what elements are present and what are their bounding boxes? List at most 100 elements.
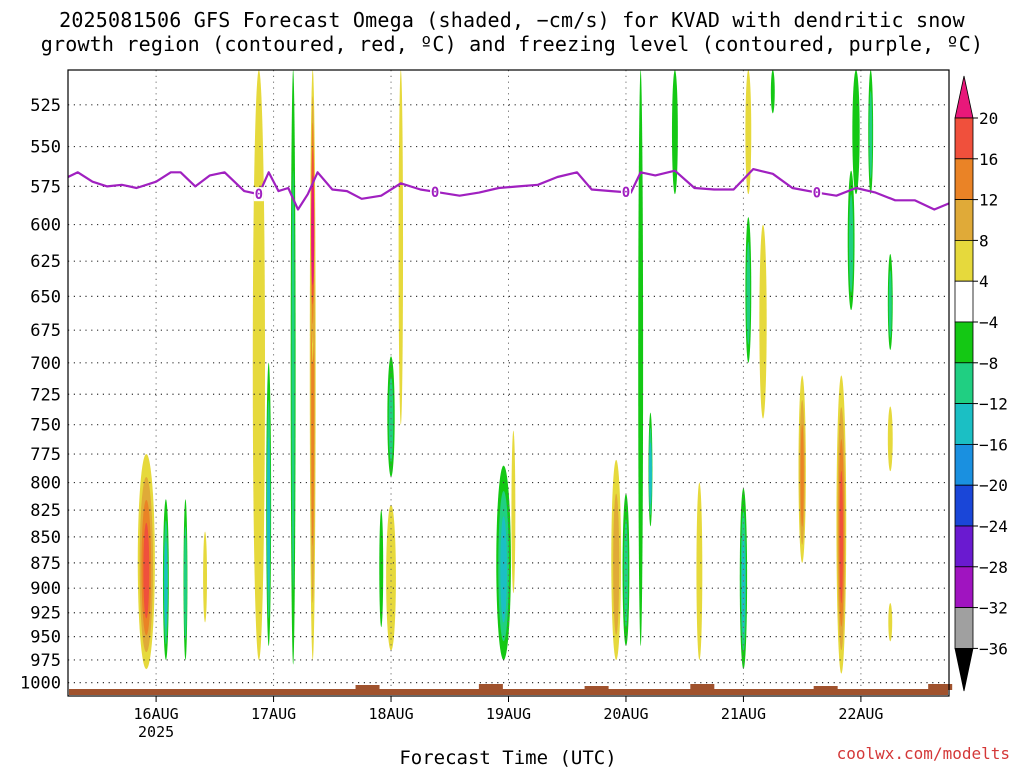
y-tick-label: 1000 [20, 674, 61, 694]
omega-cell [638, 70, 644, 647]
terrain-bump [813, 686, 838, 690]
omega-cell [671, 70, 678, 195]
y-tick-label: 925 [30, 604, 61, 624]
y-axis: 525 550 575 600 625 650 675 700 725 750 775 800 825 8… [20, 96, 61, 694]
omega-cell [888, 602, 893, 642]
colorbar-swatch [954, 403, 974, 445]
omega-cell [164, 541, 168, 629]
chart-title-line-1: 2025081506 GFS Forecast Omega (shaded, −… [59, 8, 965, 32]
freezing-label-bg [811, 185, 822, 200]
y-tick-label: 850 [30, 528, 61, 548]
freezing-label-bg [430, 184, 441, 199]
y-tick-label: 650 [30, 287, 61, 307]
chart-title-line-2: growth region (contoured, red, ºC) and f… [40, 32, 984, 56]
omega-cell [746, 241, 751, 345]
x-tick-label: 19AUG [486, 705, 531, 723]
terrain-strip [69, 684, 953, 695]
colorbar-label: −24 [979, 517, 1008, 536]
omega-cell [500, 516, 507, 623]
x-tick-label: 18AUG [368, 705, 413, 723]
omega-cell [770, 70, 775, 114]
freezing-level-label: 0 [813, 186, 821, 202]
y-tick-label: 675 [30, 321, 61, 341]
freezing-level-label: 0 [255, 187, 263, 203]
omega-cell [398, 70, 404, 425]
y-tick-label: 625 [30, 252, 61, 272]
colorbar-label: 8 [979, 231, 989, 250]
terrain-bump [690, 684, 715, 690]
omega-cell [267, 436, 271, 592]
omega-cell [839, 470, 844, 604]
y-tick-label: 750 [30, 416, 61, 436]
colorbar-swatch [954, 484, 974, 527]
colorbar-label: −20 [979, 476, 1008, 495]
chart-title: 2025081506 GFS Forecast Omega (shaded, −… [0, 8, 1024, 56]
y-tick-label: 775 [30, 445, 61, 465]
freezing-label-bg [253, 187, 264, 202]
omega-cell [379, 510, 384, 628]
omega-cell [849, 194, 854, 293]
colorbar-label: 4 [979, 272, 989, 291]
omega-cell [511, 430, 516, 594]
colorbar-label: 20 [979, 109, 998, 128]
terrain-bump [355, 685, 380, 690]
colorbar-label: −4 [979, 313, 998, 332]
y-tick-label: 575 [30, 177, 61, 197]
colorbar-swatch [954, 362, 974, 404]
omega-cell [696, 482, 703, 660]
y-tick-label: 800 [30, 474, 61, 494]
y-tick-label: 550 [30, 138, 61, 158]
omega-cell [745, 70, 752, 195]
colorbar-top-triangle [954, 75, 974, 119]
x-tick-label: 20AUG [603, 705, 648, 723]
omega-cell [887, 406, 893, 472]
x-tick-sublabel: 2025 [138, 723, 174, 741]
x-tick-label: 22AUG [838, 705, 883, 723]
colorbar-swatch [954, 525, 974, 568]
y-tick-label: 725 [30, 385, 61, 405]
colorbar-swatch [954, 239, 974, 282]
omega-cell [888, 270, 892, 338]
freezing-level-line [67, 168, 950, 211]
omega-shading [137, 70, 893, 674]
omega-cell [613, 493, 620, 635]
omega-cell [291, 170, 295, 591]
y-tick-label: 525 [30, 96, 61, 116]
y-tick-label: 875 [30, 554, 61, 574]
colorbar-label: −36 [979, 639, 1008, 658]
omega-cell [648, 442, 652, 505]
omega-cell [869, 90, 873, 179]
omega-cell [203, 531, 208, 623]
colorbar-swatch [954, 280, 974, 323]
colorbar-label: −16 [979, 435, 1008, 454]
omega-cell [852, 70, 860, 195]
terrain-bump [478, 684, 503, 690]
omega-cell [759, 224, 767, 419]
colorbar-swatch [954, 443, 974, 486]
omega-cell [623, 519, 629, 627]
terrain-bump [928, 684, 953, 690]
terrain-bump [584, 686, 609, 690]
freezing-level-contour: 0 0 0 0 [67, 168, 950, 211]
colorbar-swatch [954, 117, 974, 160]
colorbar-swatch [954, 158, 974, 201]
colorbar-swatch [954, 199, 974, 241]
y-tick-label: 900 [30, 579, 61, 599]
colorbar-swatch [954, 321, 974, 364]
omega-cell [143, 522, 150, 619]
freezing-level-label: 0 [431, 185, 439, 201]
x-tick-label: 21AUG [721, 705, 766, 723]
omega-cell [386, 504, 396, 651]
omega-cells [137, 70, 893, 674]
colorbar-label: −32 [979, 599, 1008, 618]
omega-cell [252, 70, 266, 660]
colorbar-label: −28 [979, 558, 1008, 577]
omega-cell [183, 526, 187, 640]
freezing-level-label: 0 [622, 185, 630, 201]
y-tick-label: 975 [30, 651, 61, 671]
colorbar-label: −8 [979, 354, 998, 373]
freezing-label-bg [620, 185, 631, 200]
colorbar-legend: 20 16 12 8 4 −4 −8 −12 −16 −20 −24 −28 −32 −36 [954, 75, 1008, 692]
y-tick-label: 700 [30, 354, 61, 374]
